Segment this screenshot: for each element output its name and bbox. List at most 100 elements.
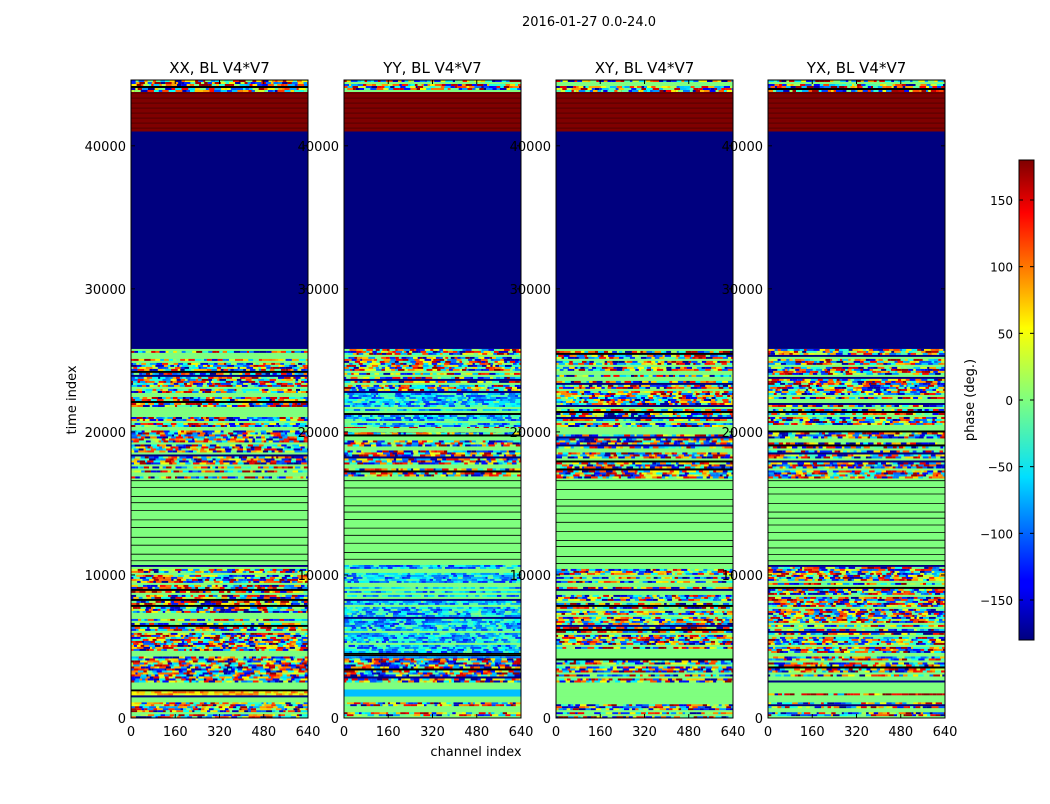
x-axis-label: channel index [430, 745, 521, 760]
panel-title: YX, BL V4*V7 [806, 59, 907, 77]
heatmap-band [556, 389, 733, 427]
heatmap-band [131, 689, 308, 697]
x-tick-label: 160 [800, 725, 825, 740]
heatmap-band [131, 656, 308, 682]
heatmap-band [344, 697, 521, 703]
x-tick-label: 480 [888, 725, 913, 740]
heatmap-band [768, 689, 945, 697]
heatmap-band [556, 349, 733, 391]
heatmap-band [344, 656, 521, 682]
colorbar-tick-label: 0 [1005, 394, 1013, 408]
heatmap-band [344, 652, 521, 658]
y-tick-label: 0 [331, 712, 339, 727]
y-tick-label: 10000 [85, 569, 126, 584]
y-tick-label: 20000 [510, 426, 551, 441]
colorbar-tick-label: −100 [980, 527, 1013, 541]
heatmap-band [344, 565, 521, 653]
x-tick-label: 0 [340, 725, 348, 740]
y-tick-label: 20000 [85, 426, 126, 441]
heatmap-band [768, 565, 945, 653]
x-tick-label: 0 [127, 725, 135, 740]
figure-suptitle: 2016-01-27 0.0-24.0 [522, 15, 656, 30]
panel-3: YX, BL V4*V7 0 160 320 480 640 0 10000 20000 3000… [722, 59, 958, 740]
y-tick-label: 20000 [722, 426, 763, 441]
x-tick-label: 320 [207, 725, 232, 740]
heatmap-band [131, 131, 308, 348]
heatmap-band [768, 131, 945, 348]
x-tick-label: 160 [588, 725, 613, 740]
heatmap-band [556, 697, 733, 703]
heatmap-band [768, 389, 945, 427]
heatmap-band [768, 478, 945, 565]
y-tick-label: 40000 [298, 140, 339, 155]
heatmap-band [768, 349, 945, 391]
colorbar-tick-label: −50 [988, 461, 1013, 475]
heatmap-band [768, 656, 945, 682]
heatmap-band [131, 478, 308, 565]
heatmap-band [344, 426, 521, 432]
y-tick-label: 40000 [510, 140, 551, 155]
x-tick-label: 0 [552, 725, 560, 740]
y-tick-label: 30000 [298, 283, 339, 298]
heatmap-band [768, 697, 945, 703]
heatmap-band [768, 430, 945, 478]
y-tick-label: 10000 [510, 569, 551, 584]
x-tick-label: 320 [844, 725, 869, 740]
x-tick-label: 320 [420, 725, 445, 740]
heatmap-band [131, 90, 308, 131]
y-tick-label: 40000 [722, 140, 763, 155]
x-tick-label: 640 [296, 725, 321, 740]
heatmap-band [131, 565, 308, 653]
colorbar-tick-label: 100 [990, 261, 1013, 275]
heatmap-band [556, 131, 733, 348]
y-axis-label: time index [65, 365, 80, 434]
panel-title: YY, BL V4*V7 [382, 59, 481, 77]
heatmap-band [131, 697, 308, 703]
heatmap-band [344, 131, 521, 348]
heatmap-band [344, 430, 521, 478]
heatmap-band [131, 349, 308, 391]
heatmap-band [344, 349, 521, 391]
x-tick-label: 0 [764, 725, 772, 740]
x-tick-label: 640 [721, 725, 746, 740]
x-tick-label: 640 [509, 725, 534, 740]
y-tick-label: 10000 [298, 569, 339, 584]
y-tick-label: 0 [543, 712, 551, 727]
x-tick-label: 160 [163, 725, 188, 740]
colorbar-label: phase (deg.) [963, 359, 978, 441]
heatmap-band [131, 430, 308, 478]
y-tick-label: 30000 [722, 283, 763, 298]
heatmap-band [556, 430, 733, 478]
y-tick-label: 30000 [85, 283, 126, 298]
y-tick-label: 0 [118, 712, 126, 727]
y-tick-label: 20000 [298, 426, 339, 441]
colorbar-tick-label: 150 [990, 194, 1013, 208]
heatmap-band [344, 90, 521, 131]
heatmap-band [556, 656, 733, 682]
panel-0: XX, BL V4*V7 0 160 320 480 640 0 10000 20000 3000… [85, 59, 321, 740]
panel-title: XX, BL V4*V7 [169, 59, 270, 77]
heatmap-band [344, 689, 521, 696]
x-tick-label: 320 [632, 725, 657, 740]
heatmap-band [344, 478, 521, 565]
y-tick-label: 0 [755, 712, 763, 727]
x-tick-label: 160 [376, 725, 401, 740]
colorbar: 150 100 50 0 −50 −100 −150 phase (deg.) [963, 160, 1034, 640]
heatmap-band [556, 90, 733, 131]
y-tick-label: 10000 [722, 569, 763, 584]
heatmap-band [344, 389, 521, 427]
x-tick-label: 640 [933, 725, 958, 740]
panel-1: YY, BL V4*V7 0 160 320 480 640 0 10000 20000 3000… [298, 59, 534, 740]
colorbar-tick-label: −150 [980, 594, 1013, 608]
heatmap-band [556, 689, 733, 696]
heatmap-band [556, 478, 733, 565]
heatmap-band [131, 389, 308, 427]
panel-title: XY, BL V4*V7 [595, 59, 695, 77]
colorbar-tick-label: 50 [998, 327, 1013, 341]
heatmap-band [768, 90, 945, 131]
x-tick-label: 480 [251, 725, 276, 740]
x-tick-label: 480 [464, 725, 489, 740]
y-tick-label: 40000 [85, 140, 126, 155]
